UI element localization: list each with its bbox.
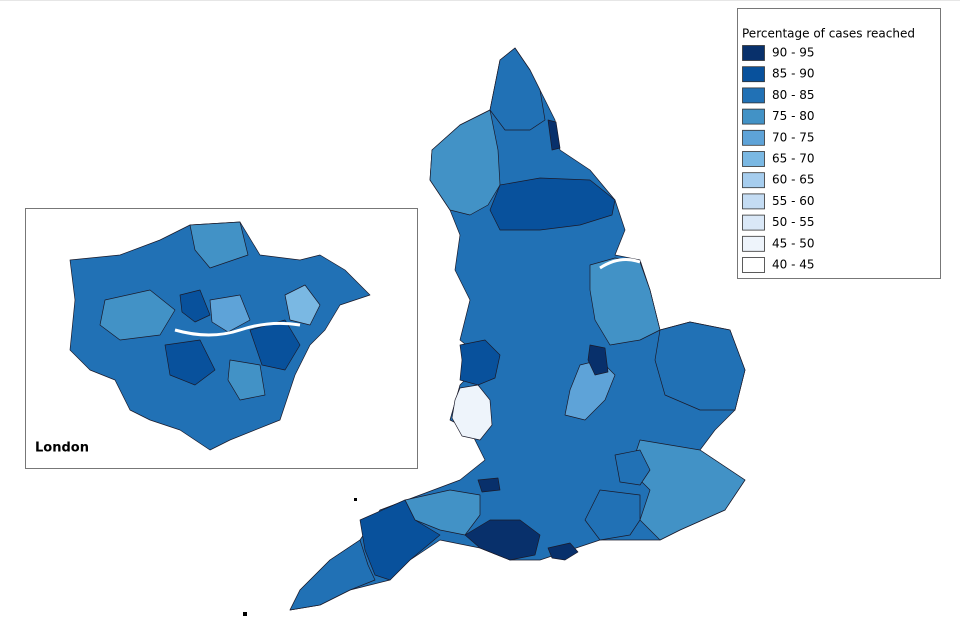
legend-label: 90 - 95 (772, 46, 815, 60)
region (209, 294, 251, 333)
region (429, 109, 501, 216)
legend-swatch (742, 108, 765, 125)
legend-label: 80 - 85 (772, 88, 815, 102)
legend-label: 85 - 90 (772, 67, 815, 81)
legend-swatch (742, 87, 765, 104)
region (359, 499, 441, 581)
river (174, 321, 301, 337)
legend-swatch (742, 172, 765, 189)
region (547, 119, 561, 151)
region (227, 359, 266, 401)
legend-swatch (742, 214, 765, 231)
island (354, 498, 357, 501)
london-map (69, 221, 371, 451)
legend-swatch (742, 66, 765, 83)
legend-swatch (742, 151, 765, 167)
region (489, 177, 616, 231)
legend-label: 50 - 55 (772, 215, 815, 229)
region (587, 344, 609, 376)
legend-label: 60 - 65 (772, 173, 815, 187)
region (584, 489, 641, 541)
region (614, 449, 651, 486)
legend-frame (737, 8, 941, 279)
region (404, 489, 481, 536)
region (289, 539, 376, 611)
region (459, 339, 501, 386)
legend-label: 55 - 60 (772, 194, 815, 208)
england-map (243, 47, 746, 616)
legend-label: 40 - 45 (772, 258, 815, 272)
region (477, 477, 501, 493)
region (179, 289, 211, 323)
island (243, 612, 247, 616)
inset-label: London (35, 441, 89, 456)
legend-swatch (742, 45, 765, 61)
legend-label: 65 - 70 (772, 152, 815, 166)
legend-swatch (742, 193, 765, 210)
region (451, 384, 493, 441)
estuary (599, 258, 641, 270)
region (654, 321, 746, 411)
legend-swatch (742, 235, 765, 252)
legend: Percentage of cases reached 90 - 95 85 - … (737, 8, 941, 279)
region (489, 47, 546, 131)
legend-label: 70 - 75 (772, 130, 815, 144)
legend-label: 45 - 50 (772, 236, 815, 250)
legend-swatch (742, 129, 765, 146)
region (99, 289, 176, 341)
region (189, 221, 249, 269)
legend-title: Percentage of cases reached (742, 27, 915, 41)
region (249, 319, 301, 371)
legend-label: 75 - 80 (772, 109, 815, 123)
region (164, 339, 216, 386)
region (547, 542, 579, 561)
region (284, 284, 321, 326)
region (464, 519, 541, 561)
legend-swatch (742, 257, 765, 273)
